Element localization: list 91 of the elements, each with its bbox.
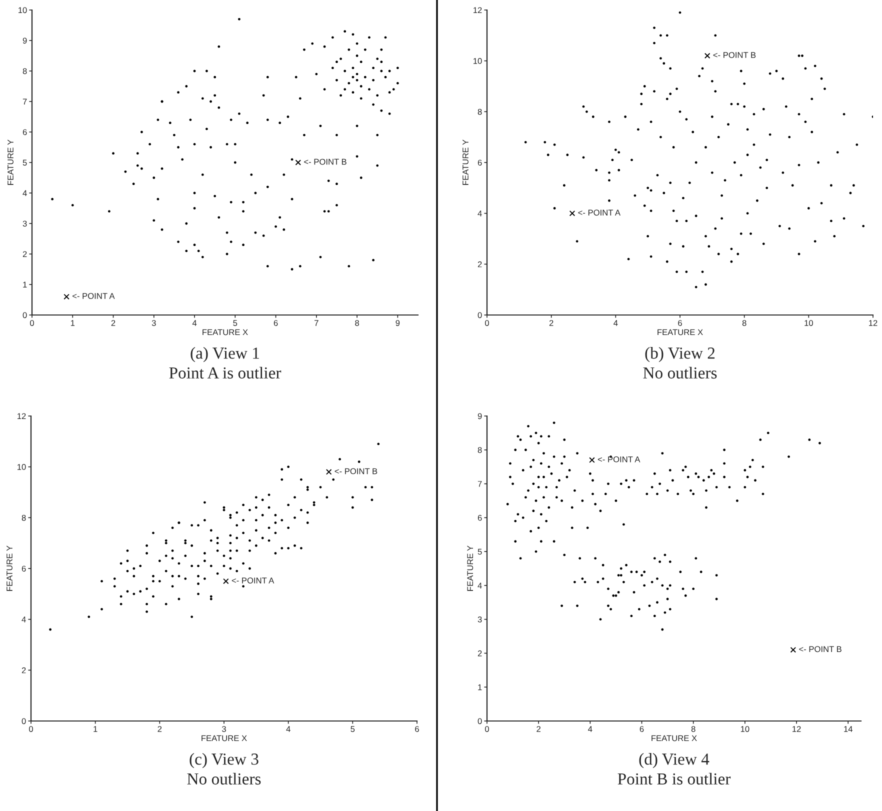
y-tick-label: 1 <box>23 282 27 288</box>
y-tick-label: 0 <box>22 312 27 318</box>
y-tick-label: 3 <box>22 220 27 227</box>
y-tick-label: 6 <box>478 514 482 521</box>
y-tick-label: 7 <box>22 98 27 105</box>
y-tick-label: 6 <box>22 129 27 136</box>
y-axis-title: FEATURE Y <box>8 140 14 185</box>
x-tick-label: 4 <box>588 726 592 732</box>
y-axis-title: FEATURE Y <box>6 546 12 591</box>
x-tick-label: 9 <box>396 320 400 326</box>
y-tick-label: 4 <box>22 190 27 196</box>
x-axis-title: FEATURE X <box>202 329 248 336</box>
x-tick-label: 10 <box>740 726 750 732</box>
x-tick-label: 14 <box>844 726 852 732</box>
text: No outliers <box>187 772 261 785</box>
y-tick-label: 0 <box>478 312 482 318</box>
text: (b) View 2 <box>645 347 715 362</box>
text: Point B is outlier <box>618 772 731 785</box>
annotation: <- POINT B <box>799 646 842 652</box>
y-tick-label: 0 <box>478 718 482 724</box>
x-tick-label: 5 <box>233 320 238 326</box>
x-tick-label: 8 <box>691 726 696 732</box>
y-tick-label: 0 <box>22 718 26 724</box>
x-tick-label: 2 <box>111 320 116 326</box>
x-tick-label: 3 <box>152 320 156 326</box>
y-tick-label: 2 <box>478 650 482 656</box>
y-tick-label: 10 <box>18 464 26 470</box>
text: (a) View 1 <box>190 347 259 362</box>
y-tick-label: 3 <box>478 616 482 622</box>
y-tick-label: 9 <box>478 413 482 420</box>
x-tick-label: 4 <box>286 726 290 732</box>
y-tick-label: 8 <box>22 68 27 74</box>
text: (d) View 4 <box>639 753 710 768</box>
x-tick-label: 4 <box>614 320 618 326</box>
x-tick-label: 0 <box>485 726 489 732</box>
x-tick-label: 1 <box>94 726 98 732</box>
y-tick-label: 6 <box>22 566 26 572</box>
y-tick-label: 2 <box>478 261 482 268</box>
x-tick-label: 8 <box>742 320 746 326</box>
x-tick-label: 12 <box>869 320 878 326</box>
annotation: <- POINT A <box>232 578 274 584</box>
y-tick-label: 12 <box>18 413 26 420</box>
text: Point A is outlier <box>169 366 282 379</box>
y-tick-label: 6 <box>478 160 482 166</box>
annotation: <- POINT B <box>334 468 378 474</box>
y-tick-label: 4 <box>22 616 26 622</box>
x-tick-label: 2 <box>158 726 162 732</box>
x-tick-label: 0 <box>30 320 34 326</box>
y-tick-label: 9 <box>22 38 27 44</box>
x-tick-label: 6 <box>415 726 419 732</box>
y-tick-label: 10 <box>18 7 27 14</box>
x-tick-label: 10 <box>804 320 813 326</box>
annotation: <- POINT B <box>713 52 756 58</box>
x-tick-label: 6 <box>274 320 278 326</box>
x-tick-label: 6 <box>678 320 682 326</box>
x-tick-label: 5 <box>350 726 355 732</box>
y-tick-label: 10 <box>474 58 482 64</box>
x-tick-label: 6 <box>640 726 644 732</box>
y-axis-title: FEATURE Y <box>467 546 474 591</box>
annotation: <- POINT A <box>578 210 620 216</box>
x-tick-label: 4 <box>192 320 197 326</box>
text: No outliers <box>643 366 717 379</box>
x-tick-label: 2 <box>536 726 540 732</box>
annotation: <- POINT A <box>72 293 115 299</box>
x-axis-title: FEATURE X <box>658 329 703 336</box>
y-tick-label: 4 <box>478 582 482 588</box>
text: (c) View 3 <box>190 753 258 768</box>
y-tick-label: 2 <box>22 667 26 674</box>
y-tick-label: 7 <box>478 481 482 487</box>
y-tick-label: 1 <box>478 684 482 690</box>
x-axis-title: FEATURE X <box>202 735 247 742</box>
y-tick-label: 2 <box>22 251 27 258</box>
y-tick-label: 5 <box>478 548 482 555</box>
x-tick-label: 0 <box>485 320 489 326</box>
y-tick-label: 8 <box>22 514 26 521</box>
x-tick-label: 12 <box>792 726 801 732</box>
x-tick-label: 7 <box>314 320 318 326</box>
x-tick-label: 0 <box>29 726 33 732</box>
x-tick-label: 1 <box>70 320 75 326</box>
y-tick-label: 8 <box>478 108 482 115</box>
x-tick-label: 2 <box>549 320 554 326</box>
x-axis-title: FEATURE X <box>652 735 697 742</box>
x-tick-label: 3 <box>222 726 226 732</box>
y-axis-title: FEATURE Y <box>462 140 468 185</box>
annotation: <- POINT A <box>598 456 640 462</box>
y-tick-label: 12 <box>474 7 482 14</box>
y-tick-label: 8 <box>478 447 482 453</box>
y-tick-label: 4 <box>478 210 482 216</box>
x-tick-label: 8 <box>355 320 360 326</box>
annotation: <- POINT B <box>304 158 346 165</box>
y-tick-label: 5 <box>22 160 27 166</box>
